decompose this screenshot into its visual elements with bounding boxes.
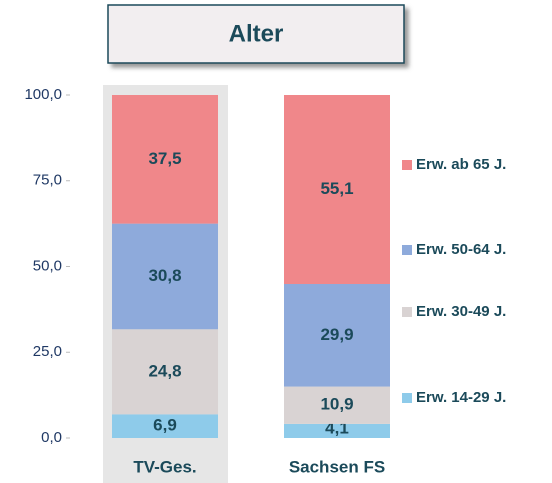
legend-label: Erw. 14-29 J. [416,389,506,406]
legend-label: Erw. 30-49 J. [416,303,506,320]
title-box [107,4,405,64]
bar-segment [284,386,390,424]
y-tick-label: 0,0 [41,429,62,446]
bar-segment [112,414,218,438]
chart-title: Alter [229,20,284,47]
bar-segment [112,223,218,330]
y-tick-label: 25,0 [33,343,62,360]
legend-swatch [402,393,412,403]
y-tick-label: 75,0 [33,172,62,189]
x-tick-label: Sachsen FS [289,457,385,476]
bar-segment [284,283,390,387]
value-label: 37,5 [148,149,181,168]
legend-swatch [402,160,412,170]
legend-label: Erw. 50-64 J. [416,241,506,258]
value-label: 6,9 [153,416,177,435]
legend-swatch [402,307,412,317]
value-label: 24,8 [148,361,181,380]
legend-label: Erw. ab 65 J. [416,156,506,173]
y-tick-label: 50,0 [33,257,62,274]
bar-segment [284,95,390,284]
value-label: 30,8 [148,266,181,285]
value-label: 29,9 [320,325,353,344]
bar-segment [284,423,390,438]
value-label: 10,9 [320,395,353,414]
bar-segment [112,329,218,415]
x-tick-label: TV-Ges. [133,457,196,476]
y-tick-label: 100,0 [24,86,62,103]
value-label: 55,1 [320,179,353,198]
bar-segment [112,95,218,224]
legend-swatch [402,245,412,255]
